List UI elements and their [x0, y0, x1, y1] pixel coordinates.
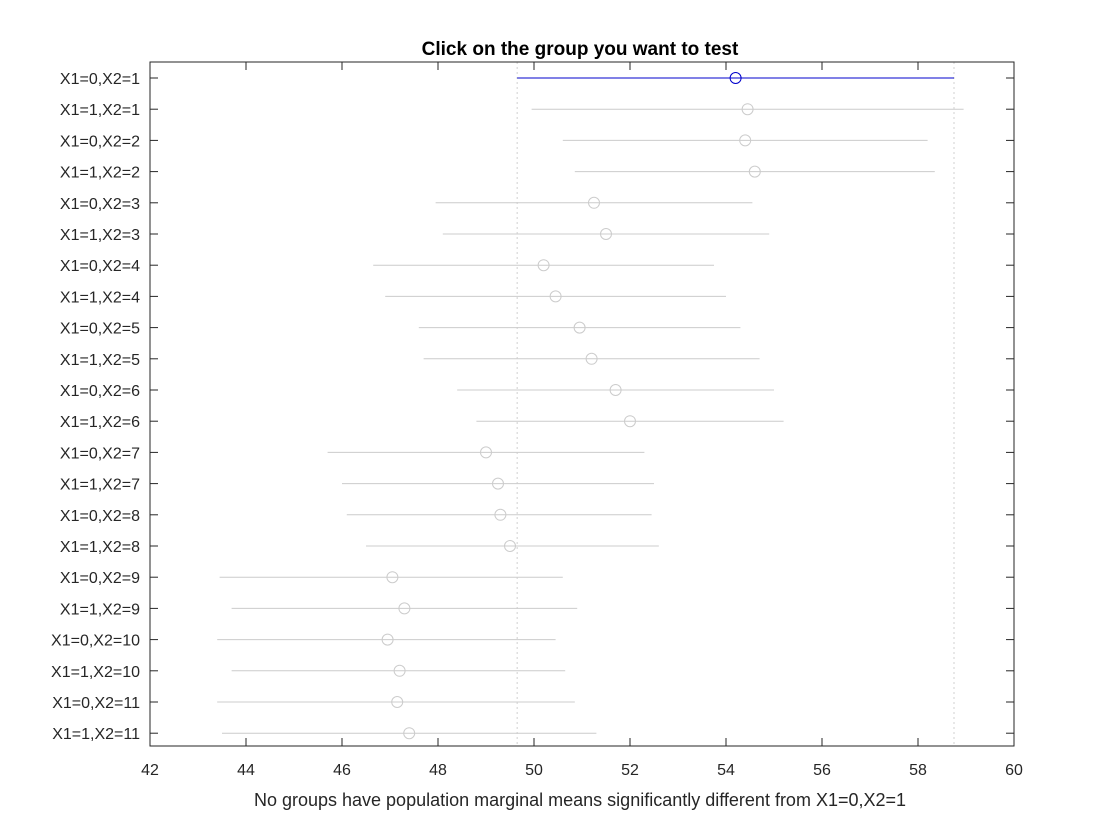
y-tick-label-x1-0-x2-2[interactable]: X1=0,X2=2: [60, 133, 140, 150]
mean-marker-x1-0-x2-5[interactable]: [573, 321, 586, 334]
x-tick-label-42: 42: [141, 762, 159, 779]
x-tick-label-60: 60: [1005, 762, 1023, 779]
y-tick-label-x1-1-x2-4[interactable]: X1=1,X2=4: [60, 289, 140, 306]
x-tick-label-48: 48: [429, 762, 447, 779]
y-axis-ticks: X1=0,X2=1 X1=1,X2=1 X1=0,X2=2 X1=1,X2=2 X1=0…: [51, 71, 1014, 743]
y-tick-label-x1-1-x2-11[interactable]: X1=1,X2=11: [52, 726, 140, 743]
y-tick-label-x1-0-x2-9[interactable]: X1=0,X2=9: [60, 570, 140, 587]
y-tick-label-x1-0-x2-7[interactable]: X1=0,X2=7: [60, 445, 140, 462]
y-tick-label-x1-1-x2-9[interactable]: X1=1,X2=9: [60, 601, 140, 618]
y-tick-label-x1-1-x2-10[interactable]: X1=1,X2=10: [51, 664, 140, 681]
x-tick-label-58: 58: [909, 762, 927, 779]
y-tick-label-x1-1-x2-1[interactable]: X1=1,X2=1: [60, 102, 140, 119]
mean-marker-x1-1-x2-5[interactable]: [585, 352, 598, 365]
y-tick-label-x1-1-x2-8[interactable]: X1=1,X2=8: [60, 539, 140, 556]
mean-marker-x1-0-x2-1[interactable]: [729, 72, 742, 84]
mean-marker-x1-1-x2-11[interactable]: [403, 727, 416, 740]
mean-marker-x1-0-x2-4[interactable]: [537, 259, 550, 272]
chart-title: Click on the group you want to test: [422, 39, 739, 60]
mean-marker-x1-0-x2-7[interactable]: [480, 446, 492, 459]
y-tick-label-x1-0-x2-6[interactable]: X1=0,X2=6: [60, 383, 140, 400]
reference-lines: [516, 62, 955, 746]
mean-marker-x1-1-x2-10[interactable]: [393, 664, 406, 677]
x-tick-label-52: 52: [621, 762, 639, 779]
mean-marker-x1-1-x2-4[interactable]: [549, 290, 562, 303]
y-tick-label-x1-0-x2-8[interactable]: X1=0,X2=8: [60, 508, 140, 525]
x-axis-label: No groups have population marginal means…: [254, 790, 906, 810]
mean-marker-x1-0-x2-9[interactable]: [386, 571, 399, 584]
plot-area-frame: [149, 61, 1015, 747]
mean-marker-x1-0-x2-10[interactable]: [381, 633, 394, 646]
y-tick-label-x1-0-x2-3[interactable]: X1=0,X2=3: [60, 196, 140, 213]
mean-marker-x1-1-x2-3[interactable]: [600, 228, 612, 240]
mean-marker-x1-1-x2-9[interactable]: [398, 602, 411, 615]
y-tick-label-x1-1-x2-5[interactable]: X1=1,X2=5: [60, 352, 140, 369]
mean-marker-x1-1-x2-7[interactable]: [492, 477, 504, 490]
y-tick-label-x1-0-x2-4[interactable]: X1=0,X2=4: [60, 258, 140, 275]
y-tick-label-x1-1-x2-6[interactable]: X1=1,X2=6: [60, 414, 140, 431]
x-tick-label-54: 54: [717, 762, 735, 779]
x-tick-label-56: 56: [813, 762, 831, 779]
mean-marker-x1-1-x2-2[interactable]: [748, 165, 761, 178]
x-tick-label-46: 46: [333, 762, 351, 779]
mean-marker-x1-0-x2-2[interactable]: [739, 134, 752, 147]
mean-marker-x1-0-x2-8[interactable]: [494, 508, 507, 521]
y-tick-label-x1-0-x2-5[interactable]: X1=0,X2=5: [60, 321, 140, 338]
y-tick-label-x1-1-x2-7[interactable]: X1=1,X2=7: [60, 477, 140, 494]
y-tick-label-x1-0-x2-1[interactable]: X1=0,X2=1: [60, 71, 140, 88]
y-tick-label-x1-1-x2-3[interactable]: X1=1,X2=3: [60, 227, 140, 244]
y-tick-label-x1-0-x2-10[interactable]: X1=0,X2=10: [51, 633, 140, 650]
x-axis-ticks: 42 44 46 48 50 52 54 56 58 60: [141, 62, 1023, 779]
mean-marker-x1-1-x2-8[interactable]: [504, 540, 516, 552]
y-tick-label-x1-1-x2-2[interactable]: X1=1,X2=2: [60, 165, 140, 182]
mean-marker-x1-0-x2-6[interactable]: [609, 384, 622, 396]
y-tick-label-x1-0-x2-11[interactable]: X1=0,X2=11: [52, 695, 140, 712]
x-tick-label-50: 50: [525, 762, 543, 779]
mean-marker-x1-1-x2-6[interactable]: [624, 415, 636, 428]
mean-marker-x1-0-x2-3[interactable]: [588, 196, 600, 209]
mean-marker-x1-0-x2-11[interactable]: [391, 696, 404, 708]
x-tick-label-44: 44: [237, 762, 255, 779]
mean-marker-x1-1-x2-1[interactable]: [741, 103, 754, 116]
group-intervals: [217, 72, 964, 740]
